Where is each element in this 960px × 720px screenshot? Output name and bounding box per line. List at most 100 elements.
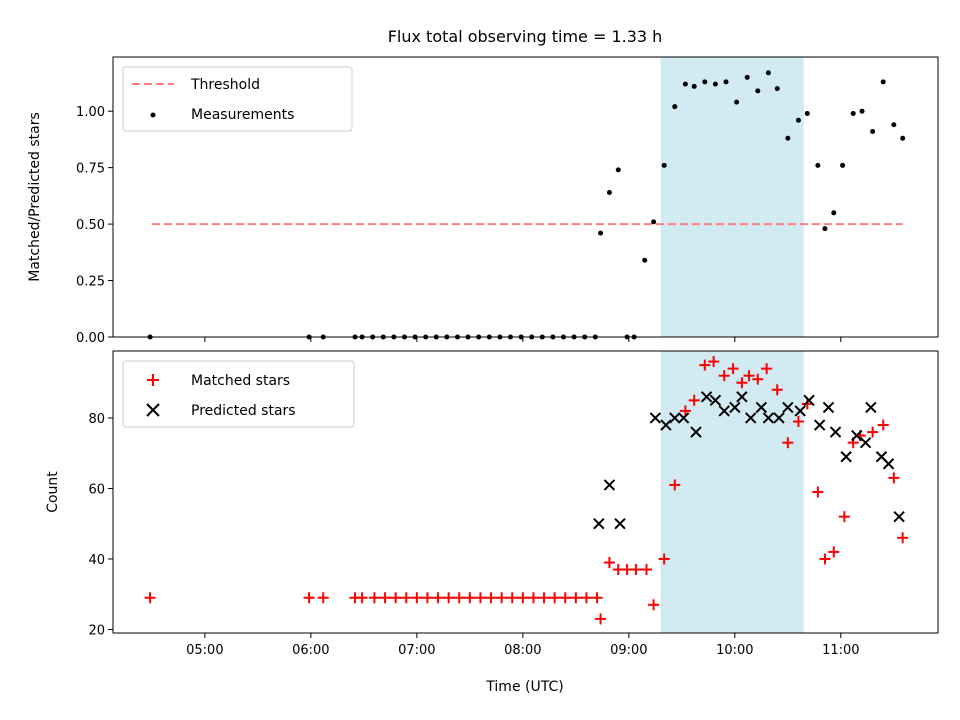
measurement-point — [744, 74, 750, 80]
measurement-point — [870, 129, 876, 135]
measurement-point — [651, 219, 657, 225]
matched-star-point — [761, 363, 773, 375]
measurement-point — [774, 86, 780, 92]
predicted-star-point — [700, 391, 713, 403]
matched-star-point — [570, 592, 582, 604]
x-axis-label: Time (UTC) — [485, 679, 563, 695]
predicted-star-point — [755, 401, 768, 414]
matched-star-point — [390, 592, 402, 604]
measurement-point — [831, 210, 837, 216]
bottom-ticks: 20 40 60 80 05:00 06:00 07:00 08:00 09:00 10:00 11… — [88, 412, 859, 658]
matched-star-point — [888, 472, 900, 484]
top-y-tick-label: 0.00 — [76, 331, 105, 346]
measurement-point — [682, 81, 688, 87]
top-legend: Threshold Measurements — [122, 66, 353, 132]
predicted-star-point — [614, 518, 626, 530]
predicted-star-point — [803, 394, 815, 407]
matched-star-point — [527, 592, 539, 604]
top-legend-box — [122, 66, 353, 132]
predicted-star-point — [822, 401, 835, 414]
predicted-star-point — [851, 429, 863, 442]
predicted-star-point — [782, 401, 794, 414]
matched-stars-points — [144, 356, 909, 625]
predicted-star-point — [882, 458, 895, 470]
measurement-point — [850, 110, 856, 116]
matched-star-point — [819, 553, 831, 565]
top-ticks: 0.00 0.25 0.50 0.75 1.00 — [76, 105, 842, 346]
top-y-tick-label: 1.00 — [76, 105, 105, 120]
matched-star-point — [867, 426, 879, 438]
matched-star-point — [736, 377, 748, 389]
measurement-points — [147, 70, 906, 340]
matched-star-point — [549, 592, 561, 604]
bottom-y-axis-label: Count — [45, 471, 61, 513]
measurement-point — [840, 162, 846, 168]
matched-star-point — [828, 546, 840, 558]
top-y-axis-label: Matched/Predicted stars — [27, 112, 43, 282]
matched-star-point — [897, 532, 909, 544]
legend-matched-label: Matched stars — [191, 373, 290, 389]
matched-star-point — [727, 363, 739, 375]
x-tick-label: 06:00 — [292, 643, 329, 658]
predicted-star-point — [649, 412, 662, 424]
matched-star-point — [603, 557, 615, 568]
matched-star-point — [485, 592, 497, 604]
bottom-legend: Matched stars Predicted stars — [122, 360, 355, 428]
matched-star-point — [379, 592, 391, 604]
matched-star-point — [591, 592, 603, 604]
predicted-star-point — [669, 412, 681, 424]
matched-star-point — [400, 592, 412, 604]
matched-star-point — [792, 416, 804, 427]
matched-star-point — [679, 405, 691, 417]
measurement-point — [795, 117, 801, 123]
matched-star-point — [708, 356, 720, 368]
predicted-star-point — [709, 394, 722, 407]
measurement-point — [712, 81, 718, 87]
predicted-star-point — [729, 401, 741, 414]
matched-star-point — [559, 592, 571, 604]
matched-star-point — [474, 592, 486, 604]
predicted-star-point — [794, 405, 806, 417]
measurement-point — [661, 162, 667, 168]
top-axes-frame — [112, 56, 939, 338]
x-tick-label: 08:00 — [504, 643, 541, 658]
matched-star-point — [688, 394, 700, 406]
x-tick-label: 05:00 — [186, 643, 223, 658]
matched-star-point — [421, 592, 433, 604]
matched-star-point — [801, 398, 813, 410]
matched-star-point — [641, 564, 653, 576]
legend-predicted-swatch — [146, 403, 160, 417]
matched-star-point — [838, 511, 850, 523]
matched-star-point — [877, 419, 889, 431]
matched-star-point — [496, 592, 508, 604]
legend-measurements-label: Measurements — [191, 107, 294, 123]
predicted-stars-points — [593, 391, 905, 530]
predicted-star-point — [677, 412, 690, 424]
matched-star-point — [317, 592, 329, 604]
matched-star-point — [752, 373, 764, 385]
measurement-point — [723, 79, 729, 85]
matched-star-point — [782, 437, 794, 449]
measurement-point — [822, 226, 828, 232]
bottom-y-tick-label: 60 — [88, 482, 105, 497]
measurement-point — [859, 108, 865, 114]
matched-star-point — [303, 592, 315, 604]
matched-star-point — [144, 592, 156, 604]
top-y-tick-label: 0.25 — [76, 275, 105, 290]
bottom-y-tick-label: 40 — [88, 553, 105, 568]
top-y-tick-label: 0.50 — [76, 218, 105, 233]
legend-threshold-label: Threshold — [190, 77, 260, 93]
predicted-star-point — [865, 401, 877, 414]
legend-predicted-label: Predicted stars — [191, 403, 296, 419]
matched-star-point — [506, 592, 518, 604]
predicted-star-point — [813, 419, 826, 431]
matched-star-point — [812, 486, 824, 498]
measurement-point — [755, 88, 761, 94]
measurement-point — [672, 104, 678, 110]
matched-star-point — [658, 553, 670, 565]
measurement-point — [880, 79, 886, 85]
measurement-point — [615, 167, 621, 173]
predicted-star-point — [745, 412, 757, 424]
top-highlight-span — [660, 57, 804, 337]
